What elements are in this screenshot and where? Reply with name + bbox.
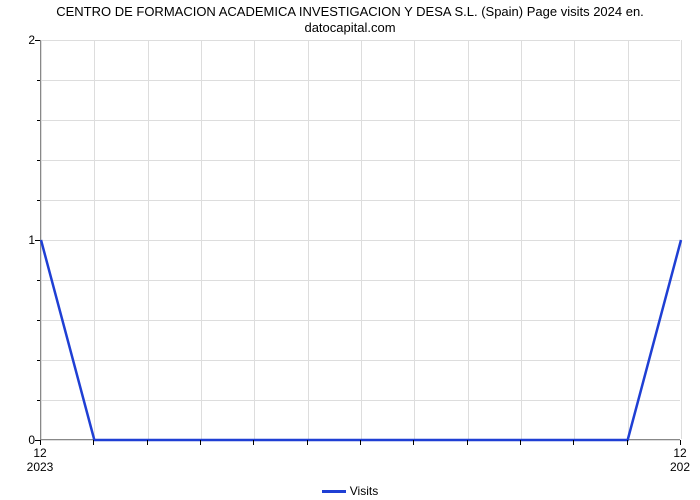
line-series xyxy=(41,40,680,439)
x-tick-sublabel: 2023 xyxy=(27,460,54,474)
x-tick-label: 12 xyxy=(673,446,686,460)
legend-label: Visits xyxy=(350,484,378,498)
legend: Visits xyxy=(0,484,700,498)
y-tick-label: 0 xyxy=(5,433,35,447)
plot-area xyxy=(40,40,680,440)
chart-container: CENTRO DE FORMACION ACADEMICA INVESTIGAC… xyxy=(0,0,700,500)
x-tick-sublabel: 202 xyxy=(670,460,690,474)
chart-title: CENTRO DE FORMACION ACADEMICA INVESTIGAC… xyxy=(0,4,700,35)
title-line-1: CENTRO DE FORMACION ACADEMICA INVESTIGAC… xyxy=(56,4,644,19)
legend-swatch xyxy=(322,490,346,493)
y-tick-label: 2 xyxy=(5,33,35,47)
title-line-2: datocapital.com xyxy=(304,20,395,35)
y-tick-label: 1 xyxy=(5,233,35,247)
x-tick-label: 12 xyxy=(33,446,46,460)
